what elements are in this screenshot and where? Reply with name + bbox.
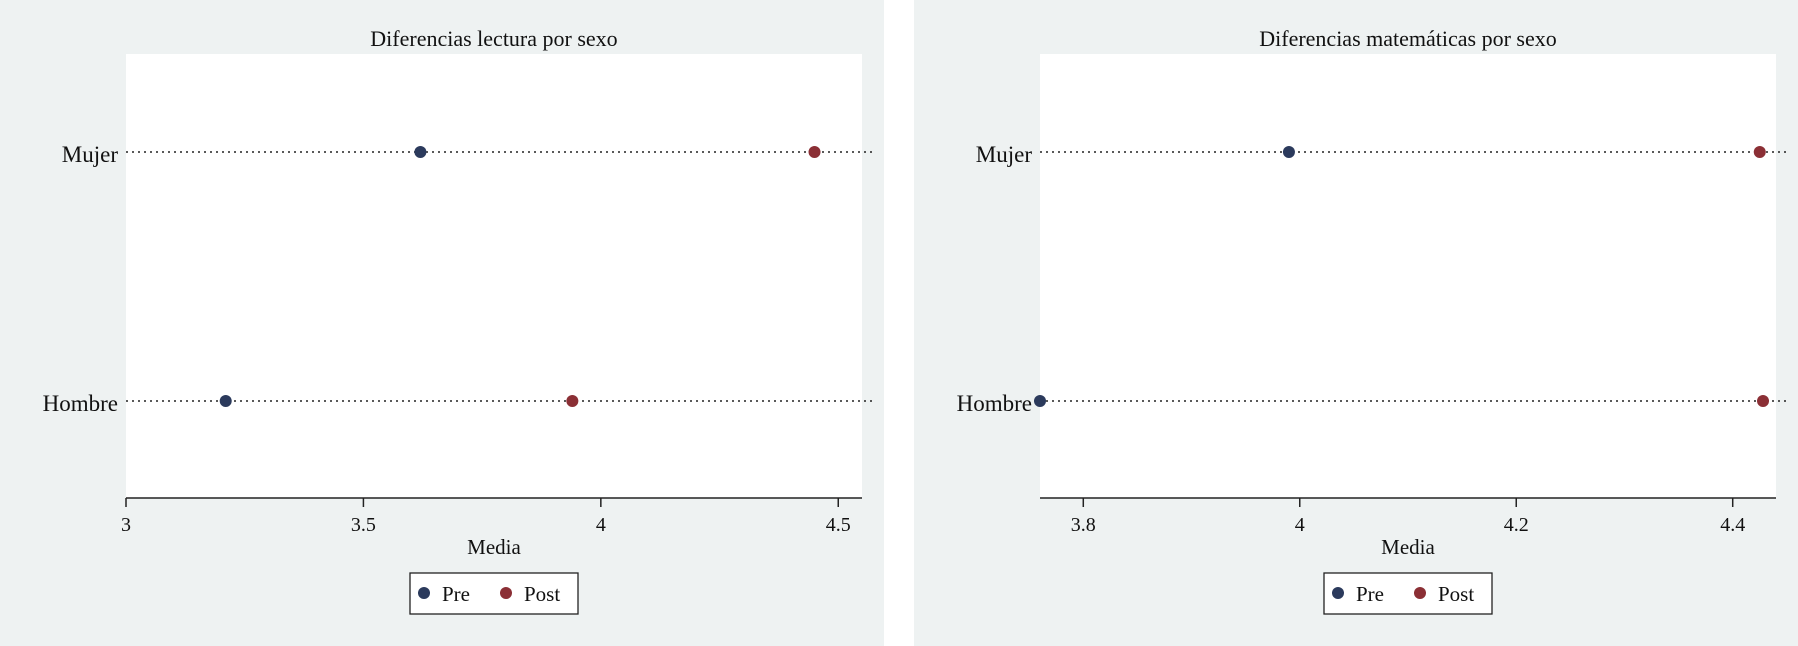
- point-pre: [1282, 146, 1295, 158]
- point-pre: [219, 395, 232, 407]
- x-tick-label: 4.4: [1720, 514, 1745, 536]
- point-post: [566, 395, 579, 407]
- x-tick-label: 3: [121, 514, 131, 536]
- chart-panel-matematicas: Diferencias matemáticas por sexo Mujer Hom…: [914, 0, 1798, 646]
- legend-label-post: Post: [1438, 582, 1474, 606]
- legend-marker-pre: [1332, 587, 1344, 599]
- legend-box: [1323, 572, 1493, 615]
- chart-lectura: Diferencias lectura por sexo Mujer Hombre 3…: [43, 26, 872, 615]
- legend-marker-pre: [418, 587, 430, 599]
- x-tick-label: 3.5: [351, 514, 376, 536]
- point-pre: [414, 146, 427, 158]
- legend-marker-post: [500, 587, 512, 599]
- legend-marker-post: [1414, 587, 1426, 599]
- point-post: [1753, 146, 1766, 158]
- legend-label-post: Post: [524, 582, 560, 606]
- chart-matematicas: Diferencias matemáticas por sexo Mujer Hom…: [957, 26, 1786, 615]
- legend-box: [409, 572, 579, 615]
- point-post: [1757, 395, 1770, 407]
- category-label: Hombre: [957, 391, 1032, 416]
- x-axis-label: Media: [1381, 535, 1435, 559]
- plot-area: [126, 54, 862, 498]
- x-tick-label: 3.8: [1071, 514, 1096, 536]
- chart-title: Diferencias lectura por sexo: [370, 26, 617, 51]
- category-label: Mujer: [62, 142, 119, 167]
- x-tick-label: 4: [1295, 514, 1305, 536]
- category-label: Mujer: [976, 142, 1033, 167]
- chart-title: Diferencias matemáticas por sexo: [1259, 26, 1556, 51]
- chart-panel-lectura: Diferencias lectura por sexo Mujer Hombre 3…: [0, 0, 884, 646]
- x-tick-label: 4: [596, 514, 606, 536]
- point-pre: [1034, 395, 1046, 407]
- x-axis-label: Media: [467, 535, 521, 559]
- legend-label-pre: Pre: [442, 582, 470, 606]
- legend-label-pre: Pre: [1356, 582, 1384, 606]
- category-label: Hombre: [43, 391, 118, 416]
- point-post: [808, 146, 821, 158]
- plot-area: [1040, 54, 1776, 498]
- x-tick-label: 4.5: [826, 514, 851, 536]
- x-tick-label: 4.2: [1504, 514, 1529, 536]
